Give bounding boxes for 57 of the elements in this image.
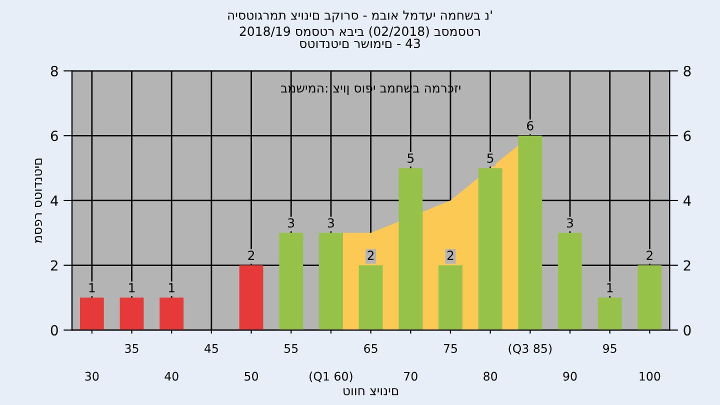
chart-subtitle: 2018/19 סמסטר אביב (02/2018) בסמסטר סטודנטים רשומים - 43	[240, 26, 480, 48]
data-label: 2	[646, 250, 652, 260]
data-label: 1	[168, 283, 174, 292]
data-label: 1	[129, 283, 135, 292]
x-tick-label: (Q3 85)	[508, 344, 552, 354]
y-tick-label: 2	[50, 260, 58, 271]
bar	[279, 232, 304, 330]
x-tick-label: 95	[603, 344, 616, 353]
bar	[120, 298, 144, 330]
bar	[518, 136, 542, 330]
x-tick-label: 30	[85, 372, 99, 381]
bar	[638, 265, 662, 330]
data-label: 5	[408, 154, 414, 163]
y-tick-label: 4	[50, 196, 58, 206]
x-tick-label: (Q1 60)	[310, 372, 352, 382]
bar	[319, 232, 343, 330]
y-tick-label: 6	[50, 130, 58, 142]
bar	[398, 168, 423, 330]
x-tick-label: 70	[404, 372, 418, 381]
bar	[239, 265, 264, 330]
bar	[558, 232, 582, 330]
data-label: 1	[89, 283, 95, 292]
bar	[160, 298, 184, 330]
bar	[80, 298, 104, 330]
data-label: 6	[527, 121, 534, 130]
chart-title: היסטוגרמת ציונים בקורס - מבוא למדעי המחשב נ'	[228, 10, 492, 22]
y-tick-label: 0	[50, 325, 58, 336]
x-tick-label: 80	[484, 372, 498, 381]
data-label: 3	[288, 218, 294, 228]
y2-tick-label: 4	[683, 196, 691, 206]
y-axis-title: מספר סטודנטים	[34, 158, 42, 243]
bar	[358, 265, 383, 330]
bar	[438, 265, 462, 330]
y2-tick-label: 8	[684, 66, 691, 76]
y2-tick-label: 2	[684, 260, 690, 271]
data-label: 1	[607, 283, 613, 292]
x-tick-label: 40	[164, 372, 178, 381]
x-tick-label: 35	[125, 344, 138, 353]
bar	[478, 168, 502, 330]
data-label: 5	[487, 154, 494, 163]
data-label: 2	[248, 250, 254, 260]
bar	[598, 298, 622, 330]
x-tick-label: 90	[563, 372, 577, 381]
data-label: 2	[447, 250, 454, 260]
x-tick-label: 75	[444, 344, 457, 353]
x-tick-label: 65	[364, 344, 378, 353]
y-tick-label: 8	[50, 66, 58, 76]
data-label: 3	[566, 218, 573, 228]
data-label: 2	[368, 250, 374, 260]
x-tick-label: 55	[284, 344, 298, 353]
x-tick-label: 50	[244, 372, 258, 381]
y2-tick-label: 0	[684, 325, 691, 336]
x-tick-label: 45	[204, 344, 218, 353]
x-tick-label: 100	[640, 372, 660, 381]
y2-tick-label: 6	[684, 130, 691, 142]
x-axis-title: טווח ציונים	[344, 388, 398, 396]
data-label: 3	[328, 218, 334, 228]
